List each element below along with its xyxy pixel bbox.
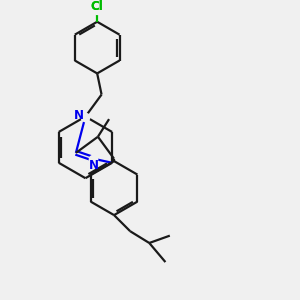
Text: Cl: Cl <box>91 0 103 13</box>
Text: Cl: Cl <box>91 0 103 13</box>
Text: N: N <box>89 158 99 172</box>
Text: N: N <box>74 109 84 122</box>
